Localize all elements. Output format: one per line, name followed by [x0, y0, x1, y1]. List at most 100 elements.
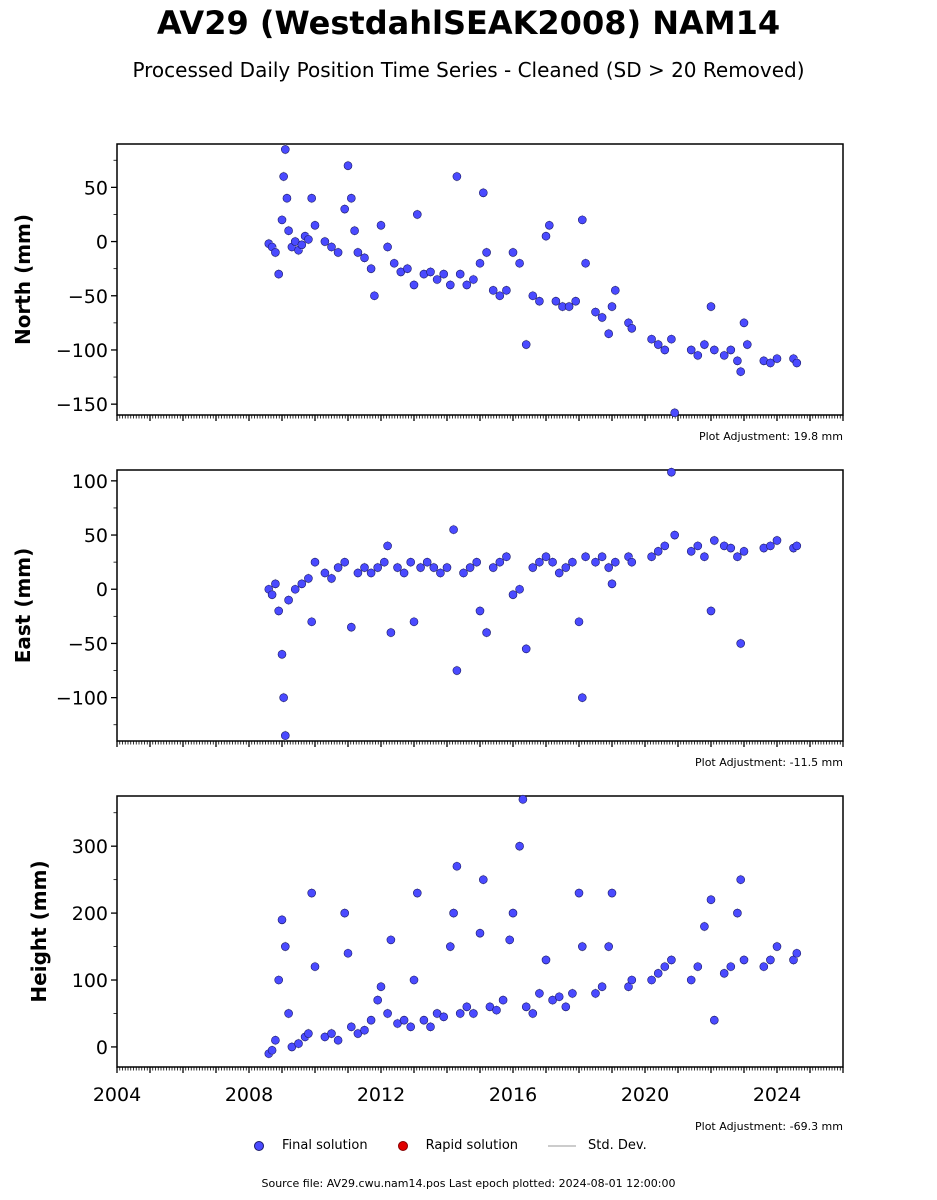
data-point	[693, 351, 703, 360]
data-point	[297, 240, 307, 250]
data-point	[736, 875, 746, 884]
data-point	[607, 302, 617, 311]
data-point	[700, 340, 709, 349]
data-point	[577, 215, 587, 225]
data-point	[284, 226, 293, 236]
data-point	[406, 557, 416, 567]
data-point	[419, 1015, 429, 1025]
data-point	[591, 989, 600, 998]
data-point	[366, 568, 376, 578]
data-point	[274, 975, 284, 985]
data-point	[399, 1015, 409, 1025]
data-point	[366, 264, 376, 273]
data-point	[492, 1005, 501, 1015]
data-point	[310, 962, 320, 971]
data-point	[521, 340, 531, 349]
data-point	[488, 286, 498, 295]
data-point	[528, 563, 538, 572]
data-point	[736, 639, 746, 648]
y-tick-label: 0	[96, 232, 108, 254]
data-point	[488, 563, 498, 572]
data-point	[604, 563, 614, 572]
data-point	[307, 888, 317, 898]
data-point	[343, 161, 353, 170]
data-point	[564, 302, 574, 311]
y-axis-label: North (mm)	[11, 214, 35, 345]
data-point	[498, 995, 508, 1005]
x-tick-label: 2016	[489, 1084, 537, 1106]
data-point	[495, 291, 505, 301]
data-point	[360, 1025, 369, 1035]
y-tick-label: 100	[72, 471, 108, 493]
y-tick-label: 200	[72, 903, 108, 925]
legend: Final solution Rapid solution Std. Dev.	[254, 1138, 677, 1153]
data-point	[709, 1015, 719, 1025]
data-point	[346, 622, 356, 632]
data-point	[502, 286, 511, 295]
data-point	[591, 557, 600, 567]
data-point	[772, 942, 782, 951]
data-point	[667, 334, 676, 344]
legend-final-label: Final solution	[282, 1138, 368, 1153]
data-point	[346, 193, 356, 203]
data-point	[462, 280, 472, 290]
data-point	[571, 296, 581, 306]
data-point	[482, 628, 491, 637]
data-point	[386, 935, 396, 945]
data-point	[370, 291, 379, 301]
y-axis-label: East (mm)	[11, 548, 35, 664]
plot-frame	[116, 143, 844, 416]
data-point	[445, 942, 455, 951]
data-point	[360, 563, 369, 572]
data-point	[294, 1039, 303, 1048]
data-point	[709, 345, 719, 355]
data-point	[383, 541, 392, 551]
data-point	[280, 942, 290, 951]
data-point	[574, 888, 584, 898]
data-point	[607, 579, 617, 589]
data-point	[653, 546, 663, 556]
data-point	[508, 590, 518, 599]
data-point	[280, 145, 290, 154]
data-point	[455, 269, 465, 279]
data-point	[426, 1022, 435, 1032]
data-point	[667, 955, 676, 965]
data-point	[422, 557, 432, 567]
data-point	[660, 345, 670, 355]
data-point	[706, 606, 716, 616]
data-point	[383, 1009, 392, 1018]
data-point	[541, 552, 551, 562]
data-point	[739, 546, 749, 556]
data-point	[475, 258, 485, 268]
data-point	[766, 541, 775, 551]
plot-frame	[116, 469, 844, 742]
data-point	[271, 248, 280, 257]
data-point	[353, 568, 363, 578]
data-point	[709, 536, 719, 545]
data-point	[515, 258, 524, 268]
y-tick-label: −100	[56, 340, 108, 362]
data-point	[307, 193, 317, 203]
data-point	[568, 557, 577, 567]
data-point	[653, 969, 663, 978]
data-point	[610, 286, 620, 295]
data-point	[350, 226, 359, 236]
data-point	[502, 552, 511, 562]
data-point	[376, 982, 386, 992]
data-point	[535, 557, 544, 567]
data-point	[561, 1002, 571, 1012]
y-tick-label: 100	[72, 970, 108, 992]
data-point	[267, 590, 277, 599]
data-point	[554, 992, 564, 1002]
data-point	[267, 1045, 277, 1055]
data-point	[574, 617, 584, 627]
source-note: Source file: AV29.cwu.nam14.pos Last epo…	[261, 1177, 676, 1190]
x-tick-label: 2012	[357, 1084, 405, 1106]
data-point	[736, 367, 746, 376]
data-point	[271, 1035, 280, 1045]
data-point	[541, 955, 551, 965]
data-point	[515, 584, 524, 594]
data-point	[327, 1029, 336, 1038]
data-point	[653, 340, 663, 349]
data-point	[284, 595, 293, 605]
